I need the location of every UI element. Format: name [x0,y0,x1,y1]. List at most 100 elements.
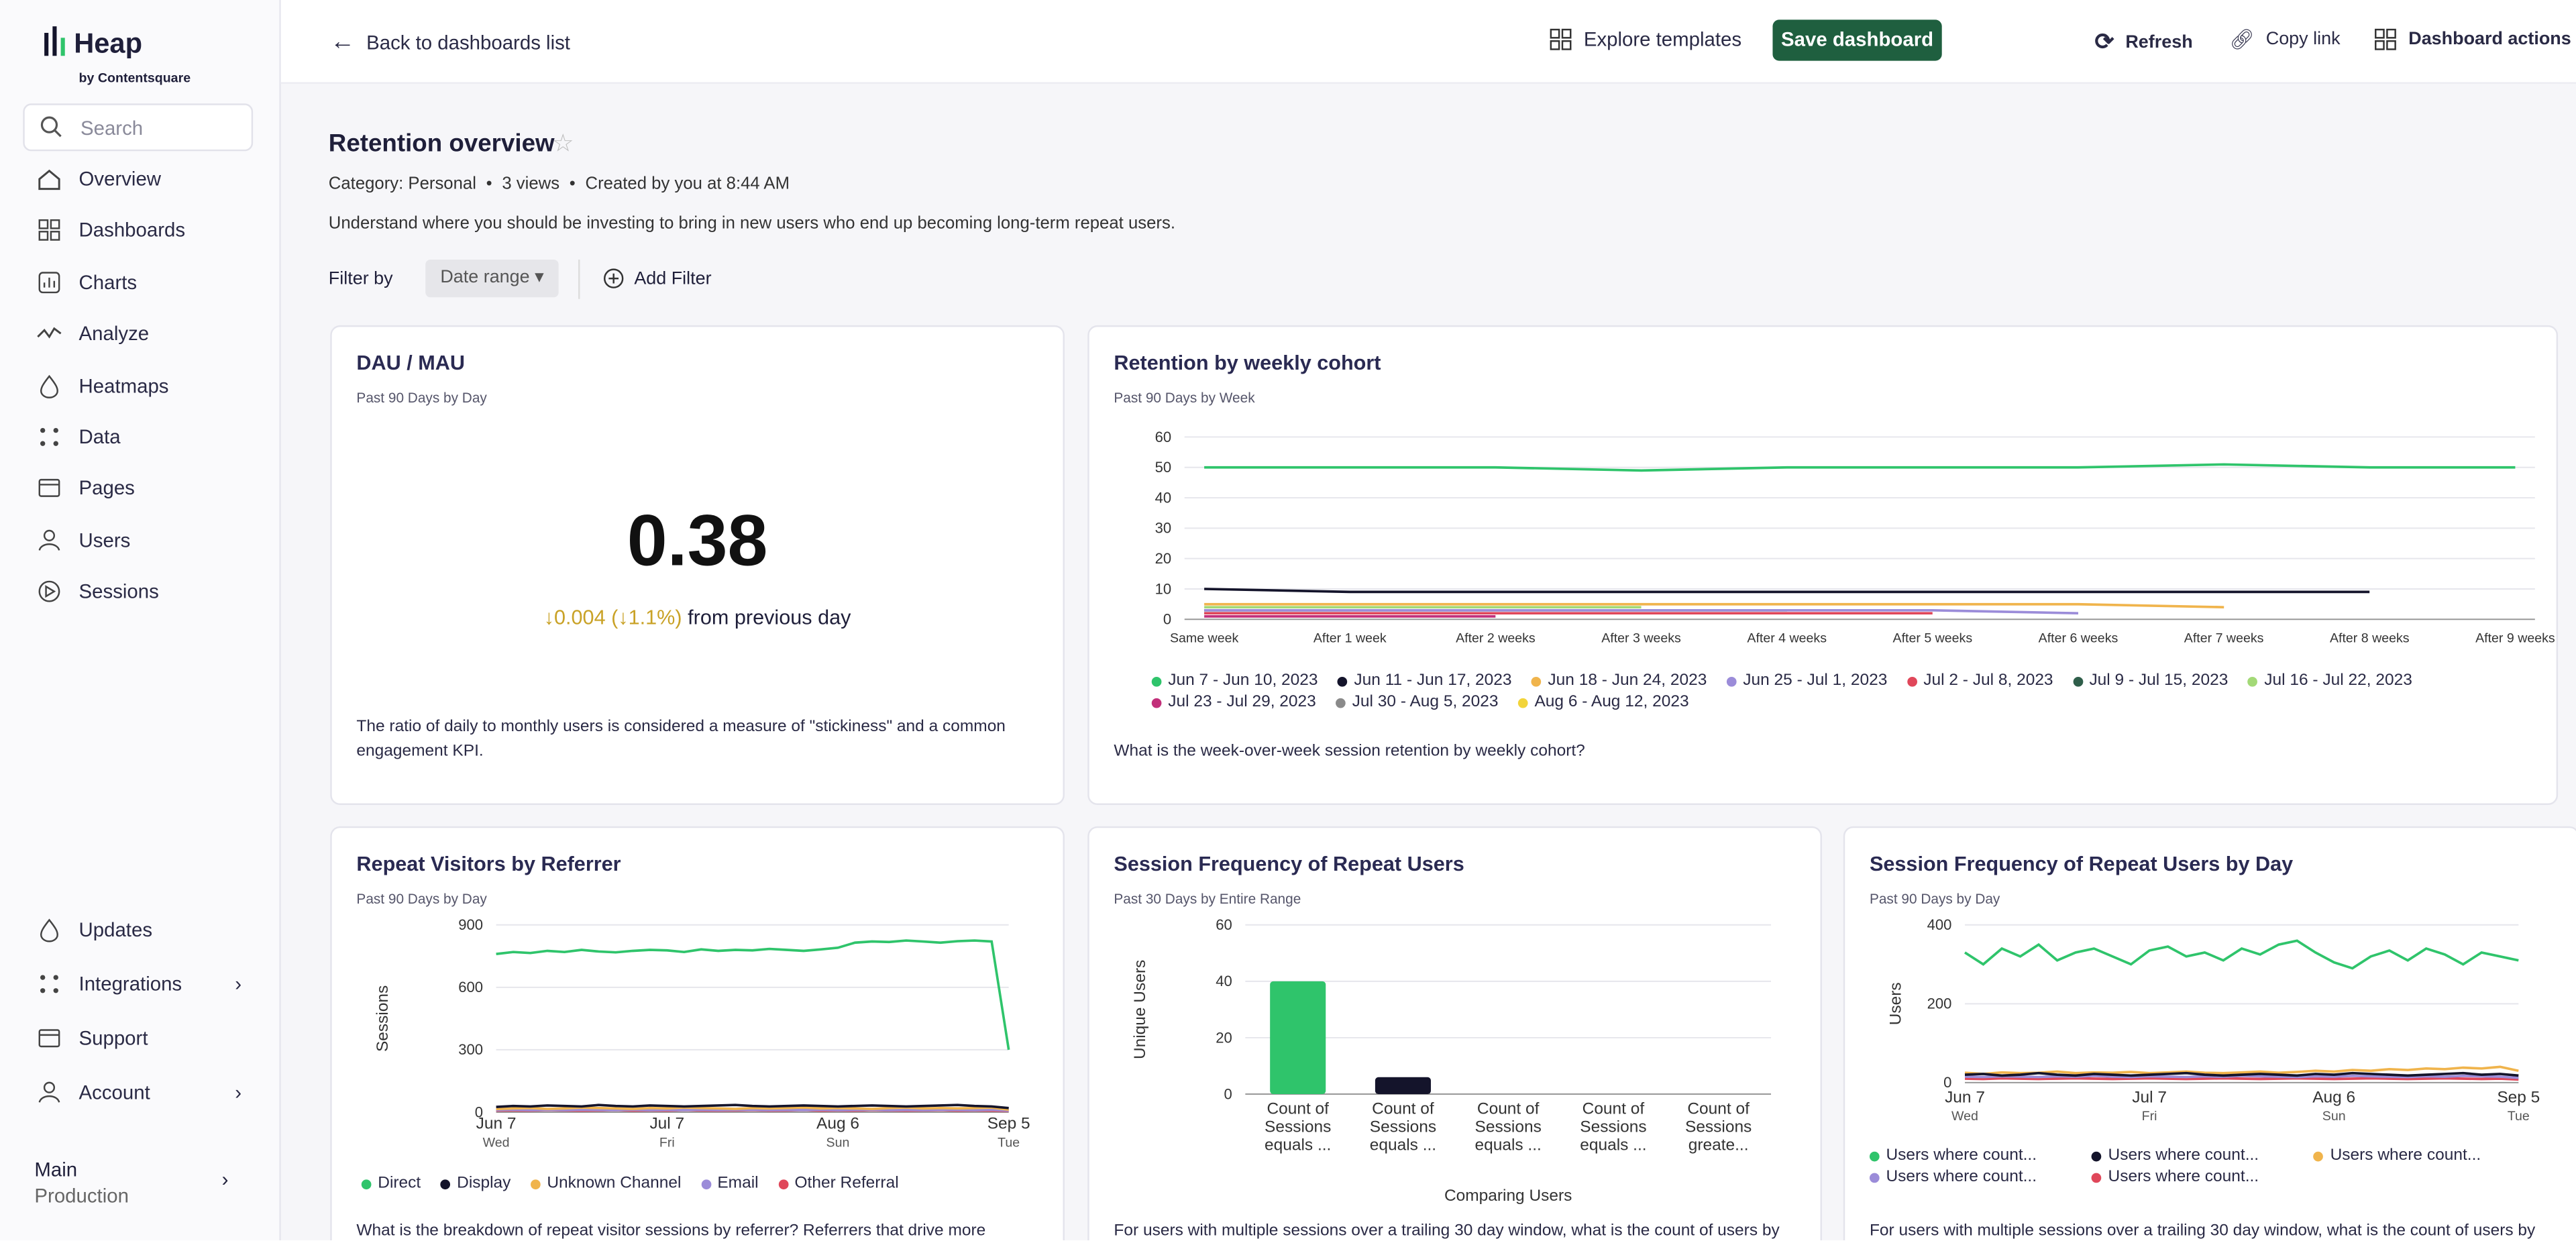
star[interactable]: ☆ [551,129,574,158]
legend-swatch [2092,1150,2102,1161]
x-tick-sublabel: Sun [2322,1109,2346,1124]
x-tick-label: Jun 7 [476,1114,517,1132]
explore-button[interactable]: Explore templates [1549,28,1741,51]
search-box[interactable]: Search [23,103,254,152]
actions-button[interactable]: Dashboard actions [2374,28,2571,51]
y-axis-label: Sessions [374,985,392,1052]
series-line [1204,463,2516,472]
legend-label: Jul 16 - Jul 22, 2023 [2264,671,2412,690]
nav-item[interactable]: Analyze [36,321,149,347]
save-button[interactable]: Save dashboard [1772,19,1942,61]
legend-label: Users where count... [2108,1168,2259,1187]
nav-label: Heatmaps [78,374,169,397]
legend-label: Jun 11 - Jun 17, 2023 [1354,671,1512,690]
legend-label: Users where count... [2108,1146,2259,1165]
nav-icon [38,529,60,551]
legend-swatch [440,1179,451,1189]
y-tick-label: 400 [1927,916,1952,933]
legend-swatch [1336,697,1346,708]
chart-card: Session Frequency of Repeat Users by Day… [1843,826,2576,1240]
nav-icon [38,1029,60,1048]
x-tick-sublabel: Wed [483,1135,510,1150]
y-axis-label: Unique Users [1131,960,1149,1059]
chart: 0 300 600 900 Sessions Jun 7 Wed Jul 7 Fri Aug 6 S… [374,916,1030,1150]
bar [1375,1077,1431,1095]
back-text: Back to dashboards list [366,30,570,54]
card-title: DAU / MAU [356,352,465,375]
nav-icon [37,327,62,339]
legend-label: Jun 7 - Jun 10, 2023 [1168,671,1318,690]
legend-swatch [1517,697,1528,708]
search-icon [40,116,62,138]
card-subtitle: Past 30 Days by Entire Range [1114,890,1301,907]
legend-label: Direct [378,1175,421,1193]
series-line [1964,1071,2519,1077]
chevron: › [235,1081,242,1104]
legend-swatch [1151,676,1162,686]
nav-icon [38,479,60,498]
series-line [496,939,1010,1050]
nav-icon [40,918,58,942]
y-tick-label: 30 [1155,520,1172,537]
legend-swatch [1151,697,1162,708]
nav-item[interactable]: Dashboards [36,217,185,244]
nav-icon [38,169,60,191]
add-filter[interactable]: Add Filter [603,268,712,289]
legend-item: Jul 23 - Jul 29, 2023 [1151,693,1316,712]
logo: Heap [74,28,143,60]
kpi-change: ↓0.004 (↓1.1%) [543,606,682,629]
series-line [1204,608,2079,615]
add-filter-text: Add Filter [634,268,712,288]
legend-item: Unknown Channel [530,1175,681,1193]
date-range-button[interactable]: Date range ▾ [425,259,559,298]
legend-label: Jul 23 - Jul 29, 2023 [1168,693,1316,712]
nav-item[interactable]: Sessions [36,579,159,605]
y-tick-label: 40 [1216,973,1232,989]
nav-item[interactable]: Data [36,424,121,450]
x-tick-label: After 4 weeks [1747,631,1827,646]
nav-label: Analyze [78,322,150,345]
x-tick-label: Sessions [1265,1118,1331,1136]
nav-item[interactable]: Updates [36,917,241,943]
plus-icon [604,268,624,288]
legend-swatch [1869,1150,1880,1161]
chart-card: Retention by weekly cohort Past 90 Days … [1087,325,2559,806]
legend-swatch [1726,676,1737,686]
y-tick-label: 0 [1224,1085,1232,1102]
dashboard-description: Understand where you should be investing… [328,213,1175,233]
card-title: Session Frequency of Repeat Users [1114,853,1464,876]
legend-swatch [1531,676,1542,686]
legend-item: Users where count... [2092,1168,2294,1186]
legend-item: Jun 25 - Jul 1, 2023 [1726,672,1887,690]
refresh-button[interactable]: ⟳ Refresh [2094,28,2193,54]
nav-label: Pages [78,477,135,500]
chevron[interactable]: › [221,1168,229,1191]
x-tick-label: After 7 weeks [2184,631,2264,646]
back-link[interactable]: ← Back to dashboards list [330,28,570,56]
nav-icon [38,219,60,241]
dashboard-meta: Category: Personal • 3 views • Created by yo… [329,174,790,194]
x-tick-label: After 9 weeks [2475,631,2555,646]
nav-item[interactable]: Users [36,527,130,553]
x-tick-label: equals ... [1370,1136,1436,1154]
nav-item[interactable]: Overview [36,166,161,192]
divider [578,259,580,299]
nav-item[interactable]: Support [36,1025,241,1051]
nav-item[interactable]: Integrations › [36,971,241,997]
meta-item: 3 views [502,174,560,194]
x-tick-label: greate... [1688,1136,1749,1154]
nav-item[interactable]: Charts [36,269,137,295]
legend-item: Jul 2 - Jul 8, 2023 [1907,672,2053,690]
x-tick-sublabel: Wed [1951,1109,1978,1124]
nav-item[interactable]: Pages [36,476,135,502]
y-tick-label: 10 [1155,580,1172,597]
legend-label: Jul 30 - Aug 5, 2023 [1352,693,1499,712]
chart: 0 200 400 Users Jun 7 Wed Jul 7 Fri Aug 6 Sun Sep … [1886,916,2540,1124]
x-axis-label: Comparing Users [1444,1187,1572,1205]
copy-button[interactable]: 🔗︎ Copy link [2229,28,2341,51]
x-tick-label: Count of [1267,1099,1329,1118]
explore-text: Explore templates [1583,28,1742,51]
chart-card: Session Frequency of Repeat Users Past 3… [1087,826,1822,1240]
nav-item[interactable]: Account › [36,1079,241,1105]
nav-item[interactable]: Heatmaps [36,372,169,398]
